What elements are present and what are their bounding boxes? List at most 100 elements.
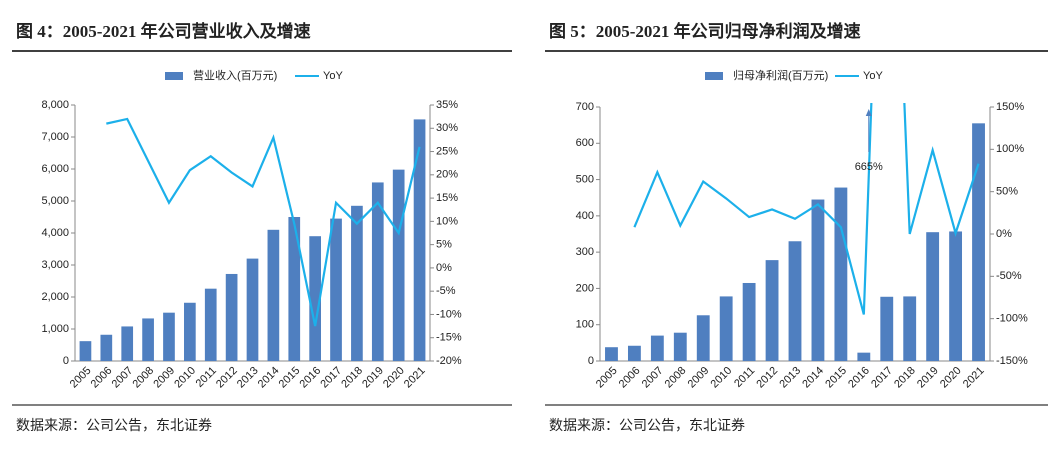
chart-title: 图 4：2005-2021 年公司营业收入及增速 — [16, 21, 311, 41]
bar — [371, 182, 384, 361]
y2-tick-label: 100% — [996, 143, 1024, 155]
y-tick-label: 100 — [576, 319, 594, 331]
legend-label: YoY — [863, 70, 883, 82]
x-tick-label: 2019 — [360, 365, 386, 391]
x-tick-label: 2013 — [777, 365, 803, 391]
y-tick-label: 700 — [576, 101, 594, 113]
bar — [79, 341, 92, 361]
bar — [121, 326, 134, 361]
y2-tick-label: 150% — [996, 101, 1024, 113]
x-tick-label: 2009 — [686, 365, 712, 391]
bar — [100, 334, 113, 361]
y2-tick-label: 30% — [436, 122, 458, 134]
y2-tick-label: 35% — [436, 99, 458, 111]
y2-tick-label: -10% — [436, 308, 462, 320]
x-tick-label: 2010 — [709, 365, 735, 391]
y-tick-label: 200 — [576, 282, 594, 294]
bar — [605, 347, 618, 361]
plot — [79, 117, 426, 362]
bar — [392, 169, 405, 361]
bar — [811, 199, 825, 361]
bar — [742, 282, 756, 361]
legend-swatch — [705, 72, 723, 80]
bar — [351, 205, 363, 361]
bar — [765, 260, 779, 361]
bar — [926, 232, 940, 361]
x-tick-label: 2009 — [151, 365, 177, 391]
y2-tick-label: -50% — [996, 270, 1022, 282]
y2-tick-label: -5% — [436, 285, 456, 297]
bar — [788, 241, 802, 361]
source: 数据来源：公司公告，东北证券 — [549, 418, 745, 434]
plot — [605, 103, 985, 361]
y-tick-label: 0 — [63, 355, 69, 367]
line — [106, 117, 421, 327]
x-tick-label: 2008 — [130, 365, 156, 391]
x-tick-label: 2016 — [298, 365, 324, 391]
y2-tick-label: -150% — [996, 355, 1028, 367]
bar — [627, 345, 641, 361]
chart-title: 图 5：2005-2021 年公司归母净利润及增速 — [549, 21, 861, 41]
y2-tick-label: 0% — [996, 228, 1012, 240]
y-tick-label: 8,000 — [41, 99, 69, 111]
source: 数据来源：公司公告，东北证券 — [16, 418, 212, 434]
bar — [880, 296, 894, 361]
x-tick-label: 2005 — [594, 365, 620, 391]
bar — [330, 218, 342, 361]
x-tick-label: 2007 — [110, 365, 136, 391]
y-tick-label: 0 — [588, 355, 594, 367]
y2-tick-label: -100% — [996, 313, 1028, 325]
x-tick-label: 2011 — [732, 365, 757, 390]
bar — [163, 312, 175, 361]
legend-label: 归母净利润(百万元) — [733, 68, 828, 82]
bar — [267, 229, 280, 361]
x-tick-label: 2014 — [256, 365, 282, 391]
x-tick-label: 2007 — [640, 365, 666, 391]
bar — [696, 315, 710, 361]
legend-label: 营业收入(百万元) — [193, 68, 277, 82]
y2-tick-label: 15% — [436, 192, 458, 204]
x-tick-label: 2014 — [800, 365, 826, 391]
x-tick-label: 2021 — [402, 365, 428, 391]
y-tick-label: 2,000 — [41, 291, 69, 303]
y2-tick-label: 0% — [436, 262, 452, 274]
x-tick-label: 2017 — [869, 365, 895, 391]
x-tick-label: 2015 — [277, 365, 303, 391]
y-tick-label: 500 — [576, 173, 594, 185]
x-tick-label: 2010 — [172, 365, 198, 391]
x-tick-label: 2006 — [89, 365, 115, 391]
y-tick-label: 1,000 — [41, 323, 69, 335]
y-tick-label: 300 — [576, 246, 594, 258]
x-tick-label: 2021 — [961, 365, 987, 391]
x-tick-label: 2019 — [915, 365, 941, 391]
bar — [949, 231, 963, 361]
bar — [246, 258, 259, 361]
line — [633, 103, 980, 315]
legend-label: YoY — [323, 70, 343, 82]
y-tick-label: 6,000 — [41, 163, 69, 175]
y2-tick-label: 5% — [436, 239, 452, 251]
y-tick-label: 3,000 — [41, 259, 69, 271]
bar — [309, 236, 321, 361]
y2-tick-label: 20% — [436, 169, 458, 181]
x-tick-label: 2018 — [339, 365, 365, 391]
bar — [857, 352, 871, 361]
x-tick-label: 2005 — [68, 365, 94, 391]
bar — [719, 296, 733, 361]
bar — [225, 273, 238, 361]
legend-swatch — [165, 72, 183, 80]
x-tick-label: 2013 — [235, 365, 261, 391]
annotation: 665% — [855, 161, 883, 173]
bar — [204, 288, 217, 361]
y2-tick-label: -20% — [436, 355, 462, 367]
bar — [903, 296, 917, 361]
y2-tick-label: -15% — [436, 332, 462, 344]
y-tick-label: 7,000 — [41, 131, 69, 143]
bar — [650, 335, 664, 361]
y2-tick-label: 10% — [436, 215, 458, 227]
x-tick-label: 2011 — [194, 365, 219, 390]
bar — [288, 217, 301, 361]
x-tick-label: 2020 — [938, 365, 964, 391]
x-tick-label: 2017 — [318, 365, 344, 391]
